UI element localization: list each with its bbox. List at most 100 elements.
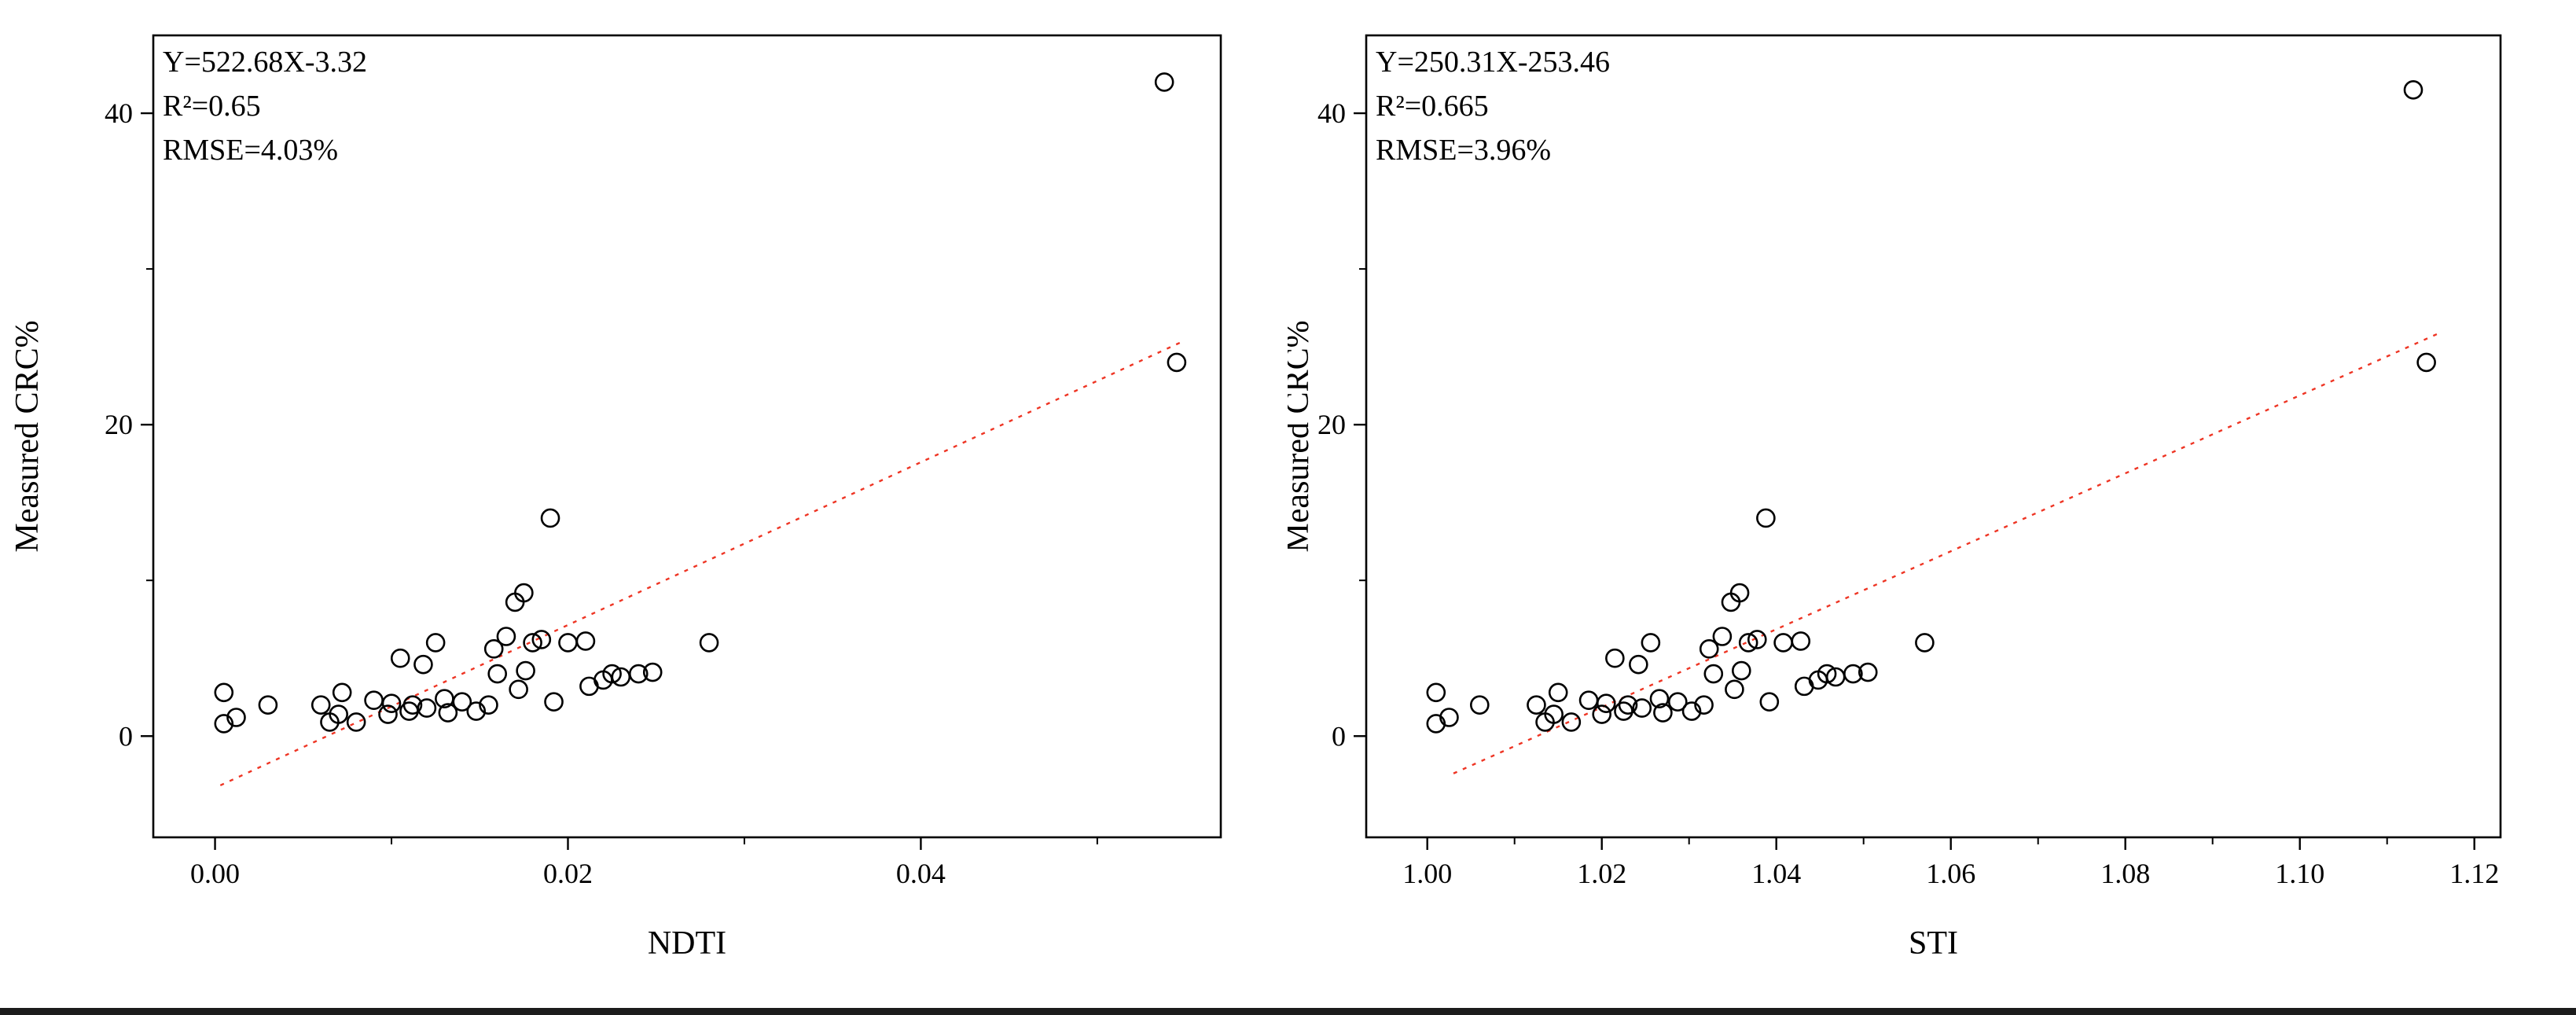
scatter-point — [628, 664, 649, 684]
scatter-point — [575, 631, 596, 651]
scatter-point — [2416, 352, 2436, 373]
scatter-point — [1618, 695, 1638, 715]
scatter-point — [452, 692, 472, 712]
scatter-point — [479, 695, 498, 715]
figure-row: 0.00 0.02 0.04 0 20 40 Y=522.68X-3.32 R²=0.65 RM… — [0, 0, 2575, 989]
scatter-point — [378, 704, 398, 724]
scatter-point — [1681, 701, 1702, 721]
scatter-point — [1843, 664, 1863, 684]
scatter-point — [1725, 679, 1744, 700]
scatter-plot-ndti: 0.00 0.02 0.04 0 20 40 Y=522.68X-3.32 R²=0.65 RM… — [0, 0, 1288, 989]
y-tick-label: 40 — [105, 97, 133, 129]
scatter-point — [496, 627, 516, 646]
scatter-point — [346, 712, 366, 732]
x-tick-label: 1.06 — [1926, 858, 1975, 889]
scatter-point — [1439, 708, 1459, 727]
y-axis-title: Measured CRC% — [9, 320, 46, 552]
scatter-point — [558, 633, 578, 653]
scatter-plot-sti: 1.00 1.02 1.04 1.06 1.08 1.10 1.12 0 20 40 Y=250.3… — [1280, 0, 2575, 989]
scatter-point — [1544, 704, 1564, 724]
scatter-point — [1915, 633, 1935, 653]
x-tick-label: 1.02 — [1577, 858, 1626, 889]
scatter-point — [417, 698, 437, 718]
scatter-point — [514, 583, 534, 603]
x-tick-label: 0.02 — [543, 858, 593, 889]
scatter-point — [1731, 660, 1751, 681]
scatter-point — [381, 693, 402, 713]
plot-box — [152, 34, 1222, 839]
scatter-point — [1629, 654, 1648, 675]
scatter-point — [329, 704, 348, 724]
x-tick-label: 0.00 — [190, 858, 240, 889]
scatter-point — [1548, 682, 1568, 703]
scatter-point — [1167, 352, 1187, 373]
scatter-point — [642, 662, 663, 682]
scatter-point — [531, 630, 552, 649]
x-tick-label: 1.08 — [2100, 858, 2150, 889]
scatter-point — [1596, 693, 1616, 713]
scatter-point — [214, 714, 234, 734]
scatter-point — [1759, 692, 1780, 712]
scatter-point — [1858, 662, 1878, 682]
scatter-point — [1154, 72, 1174, 92]
scatter-point — [1699, 639, 1719, 659]
scatter-point — [1605, 648, 1625, 668]
scatter-point — [2403, 80, 2423, 100]
scatter-point — [1527, 695, 1546, 715]
scatter-point — [544, 692, 564, 712]
scatter-point — [1703, 664, 1724, 684]
scatter-point — [1632, 698, 1652, 718]
y-tick-label: 0 — [1332, 720, 1346, 752]
scatter-point — [1738, 633, 1758, 653]
y-tick-label: 20 — [1317, 409, 1346, 440]
scatter-point — [214, 682, 234, 703]
ndti-chart-svg: 0.00 0.02 0.04 0 20 40 Y=522.68X-3.32 R²=0.65 RM… — [9, 34, 1222, 962]
plot-box — [1365, 34, 2502, 839]
scatter-point — [540, 508, 560, 528]
scatter-point — [602, 664, 622, 684]
scatter-point — [332, 682, 352, 703]
scatter-point — [413, 654, 433, 675]
annotation-line: R²=0.65 — [163, 90, 261, 123]
fit-line — [1453, 332, 2440, 774]
annotation-line: R²=0.665 — [1376, 90, 1489, 123]
scatter-point — [258, 695, 278, 715]
scatter-point — [311, 695, 331, 715]
annotation-line: Y=522.68X-3.32 — [163, 46, 367, 79]
scatter-point — [402, 695, 423, 715]
scatter-point — [1614, 701, 1633, 721]
scatter-point — [1426, 682, 1446, 703]
scatter-point — [364, 690, 384, 711]
x-axis-title: NDTI — [648, 925, 726, 962]
bottom-border — [0, 1008, 2576, 1015]
scatter-point — [1817, 664, 1837, 684]
scatter-point — [1592, 704, 1612, 724]
scatter-point — [1791, 631, 1811, 651]
scatter-point — [1561, 712, 1582, 732]
scatter-point — [466, 701, 487, 721]
scatter-point — [226, 708, 246, 727]
annotation-line: Y=250.31X-253.46 — [1376, 46, 1610, 79]
scatter-point — [516, 660, 535, 681]
x-tick-label: 0.04 — [896, 858, 946, 889]
scatter-point — [523, 633, 542, 653]
scatter-point — [1667, 692, 1688, 712]
scatter-point — [425, 633, 446, 653]
y-tick-label: 0 — [119, 720, 133, 752]
scatter-point — [1649, 689, 1670, 709]
scatter-point — [1773, 633, 1793, 653]
x-tick-label: 1.04 — [1751, 858, 1801, 889]
scatter-point — [1747, 630, 1767, 649]
x-tick-label: 1.10 — [2275, 858, 2324, 889]
scatter-point — [1756, 508, 1776, 528]
sti-chart-svg: 1.00 1.02 1.04 1.06 1.08 1.10 1.12 0 20 40 Y=250.3… — [1280, 34, 2502, 962]
x-tick-label: 1.00 — [1402, 858, 1452, 889]
y-axis-title: Measured CRC% — [1288, 320, 1316, 552]
scatter-point — [1729, 583, 1750, 603]
scatter-point — [438, 703, 458, 723]
scatter-point — [1578, 690, 1599, 711]
x-axis-title: STI — [1909, 925, 1958, 962]
y-tick-label: 20 — [105, 409, 133, 440]
scatter-point — [1694, 695, 1714, 715]
annotation-line: RMSE=4.03% — [163, 134, 338, 167]
